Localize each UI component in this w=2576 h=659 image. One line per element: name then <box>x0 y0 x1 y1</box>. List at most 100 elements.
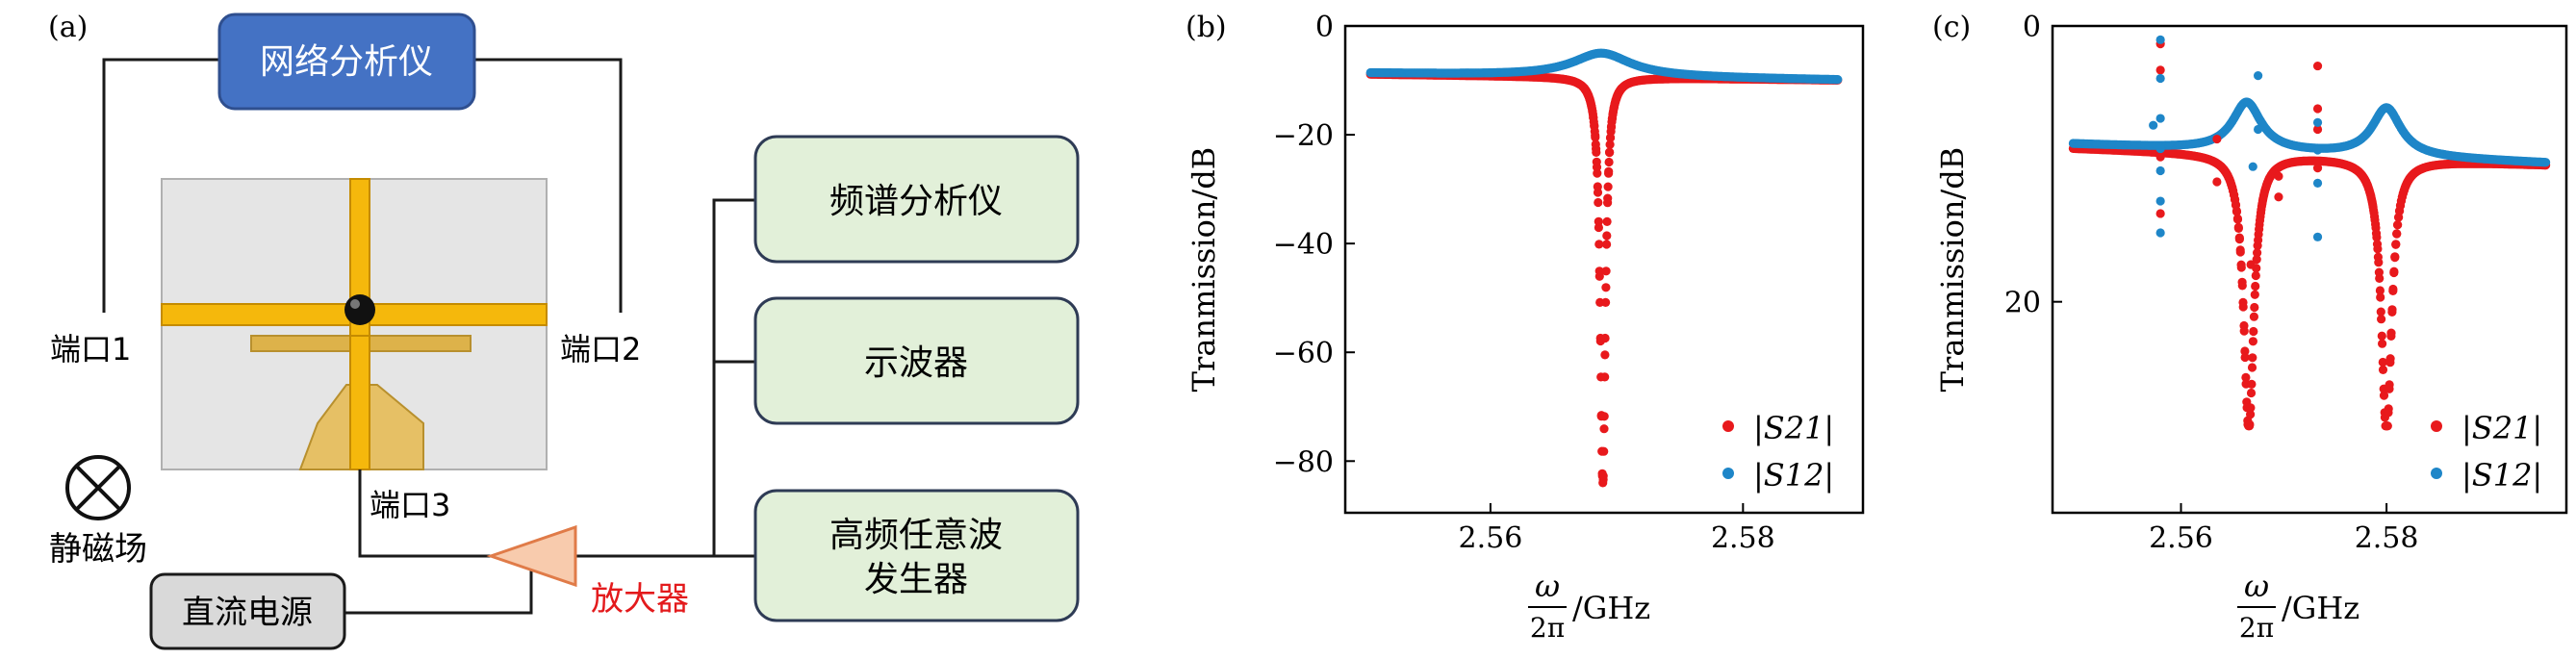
outlier-point <box>2312 104 2323 114</box>
panel-c-xlabel-numerator: ω <box>2244 568 2269 604</box>
data-point <box>2376 307 2385 317</box>
yig-sphere-highlight <box>350 299 360 309</box>
yig-sphere-icon <box>344 294 375 325</box>
panel-b-xlabel-denominator: 2π <box>1530 612 1565 644</box>
oscilloscope-box <box>753 296 1080 425</box>
data-point <box>2256 208 2266 217</box>
data-point <box>2252 255 2261 265</box>
data-point <box>1602 240 1612 249</box>
data-point <box>2389 267 2399 278</box>
port2-label: 端口2 <box>560 331 641 368</box>
outlier-point <box>2254 71 2263 81</box>
data-point <box>2246 403 2256 413</box>
data-point <box>2378 365 2388 374</box>
data-point <box>1594 197 1603 208</box>
panel-c-xlabel: ω 2π /GHz <box>2237 568 2359 644</box>
panel-b-legend-s21-marker <box>1722 420 1734 432</box>
data-point <box>2384 408 2393 418</box>
outlier-point <box>2155 196 2165 206</box>
outlier-point <box>2312 61 2323 71</box>
spectrum-analyzer-label: 频谱分析仪 <box>829 182 1003 221</box>
data-point <box>1602 231 1612 241</box>
data-point <box>2255 215 2265 225</box>
data-point <box>2370 212 2380 221</box>
awg-label-line2: 发生器 <box>864 560 968 599</box>
static-field-label: 静磁场 <box>49 530 147 569</box>
data-point <box>1604 157 1614 167</box>
panel-b-xlabel: ω 2π /GHz <box>1528 568 1650 644</box>
data-point <box>1604 168 1614 178</box>
data-point <box>2247 363 2257 372</box>
outlier-point <box>2312 124 2323 135</box>
outlier-point <box>2248 162 2257 171</box>
data-point <box>1602 216 1612 226</box>
panel-c-series-s21 <box>2068 143 2551 431</box>
outlier-point <box>2155 114 2165 123</box>
data-point <box>2374 267 2384 277</box>
data-point <box>1601 266 1611 276</box>
data-point <box>2248 353 2257 363</box>
port3-wire <box>358 469 500 558</box>
port3-label: 端口3 <box>370 487 450 523</box>
data-point <box>2251 281 2260 291</box>
outlier-point <box>2312 117 2323 127</box>
data-point <box>1594 266 1604 276</box>
outlier-point <box>2155 165 2165 176</box>
panel-b-ytick-label: 0 <box>1315 11 1334 44</box>
panel-c-xlabel-denominator: 2π <box>2239 612 2274 644</box>
data-point <box>1591 139 1600 149</box>
panel-b-legend: |S21| |S12| <box>1722 410 1834 494</box>
panel-c: (c) 2.56 2.58 0 20 Tranmission/dB ω 2π /GHz… <box>1932 11 2568 644</box>
data-point <box>1592 157 1601 166</box>
data-point <box>1599 446 1609 456</box>
amplifier-label: 放大器 <box>591 580 689 619</box>
outlier-point <box>2155 209 2165 218</box>
data-point <box>2378 339 2387 348</box>
data-point <box>1603 182 1613 191</box>
panel-c-ylabel: Tranmission/dB <box>1934 147 1971 393</box>
data-point <box>2246 410 2256 419</box>
panel-c-xtick-label: 2.58 <box>2355 521 2419 555</box>
data-point <box>2232 215 2243 224</box>
panel-a: (a) 网络分析仪 端口1 端口2 端口3 静磁场 放大器 直流电源 <box>48 11 1080 650</box>
data-point <box>2371 229 2382 239</box>
data-point <box>2372 240 2383 249</box>
outlier-point <box>2212 177 2222 187</box>
port1-label: 端口1 <box>50 331 131 368</box>
data-point <box>1605 139 1615 149</box>
panel-b-series-s12 <box>1365 48 1843 85</box>
panel-c-outliers <box>2149 35 2323 269</box>
data-point <box>2240 352 2250 363</box>
panel-b-xlabel-unit: /GHz <box>1572 590 1650 626</box>
panel-c-legend: |S21| |S12| <box>2431 410 2542 494</box>
data-point <box>1600 372 1610 382</box>
panel-b-ytick-label: −60 <box>1273 337 1334 370</box>
panel-b-ytick-label: −40 <box>1273 228 1334 262</box>
data-point <box>1603 198 1613 208</box>
port3-feedline <box>349 335 370 470</box>
amplifier-icon <box>486 524 577 588</box>
outlier-point <box>2312 232 2323 241</box>
data-point <box>1605 148 1615 158</box>
data-point <box>2387 307 2397 317</box>
data-point <box>2248 337 2257 346</box>
panel-c-label: (c) <box>1932 11 1971 44</box>
outlier-point <box>2155 65 2165 75</box>
data-point <box>1592 147 1601 157</box>
data-point <box>2241 372 2251 382</box>
panel-b-label: (b) <box>1186 11 1227 44</box>
data-point <box>2234 235 2244 244</box>
data-point <box>1599 424 1609 434</box>
data-point <box>2379 391 2389 400</box>
outlier-point <box>2274 192 2283 202</box>
outlier-point <box>2312 145 2323 155</box>
data-point <box>2376 292 2385 302</box>
data-point <box>2393 220 2403 230</box>
panel-c-series-s12 <box>2068 97 2551 167</box>
network-analyzer-wire <box>102 58 623 313</box>
panel-b-legend-s12-label: |S12| <box>1753 457 1834 494</box>
data-point <box>2378 357 2387 368</box>
panel-b-ylabel: Tranmission/dB <box>1186 147 1222 393</box>
data-point <box>2385 358 2395 368</box>
